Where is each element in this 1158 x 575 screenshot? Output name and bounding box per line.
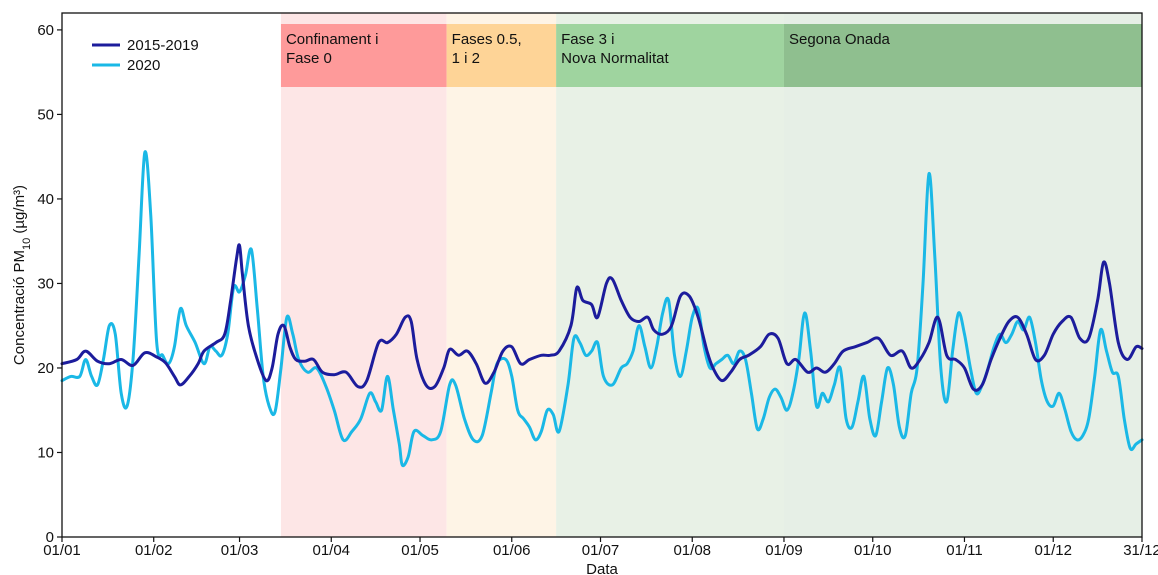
phase-band-2 (556, 24, 784, 87)
x-tick-label: 01/02 (135, 542, 173, 559)
phase-fill-1 (446, 13, 557, 537)
phase-fill-2 (556, 13, 784, 537)
x-axis-ticks: 01/01 01/02 01/03 01/04 01/05 01/06 01/07 01/08… (43, 537, 1158, 559)
phase-label-line: Fase 3 i (561, 31, 614, 48)
phase-label-line: Confinament i (286, 31, 379, 48)
x-tick-label: 01/12 (1034, 542, 1072, 559)
phase-band-0 (280, 24, 447, 87)
phase-label-line: Fase 0 (286, 50, 332, 67)
phase-background-fills (280, 13, 1142, 537)
phase-label-0: Confinament i Fase 0 (286, 31, 379, 67)
y-tick-label: 50 (37, 106, 54, 123)
legend-label-1: 2020 (127, 57, 160, 74)
series-line-0 (60, 243, 1144, 392)
legend-label-0: 2015-2019 (127, 37, 199, 54)
plot-border (61, 12, 1143, 538)
x-axis-title: Data (586, 561, 618, 575)
plot-frame (61, 12, 1143, 538)
phase-label-line: Fases 0.5, (452, 31, 522, 48)
phase-label-3: Segona Onada (789, 31, 891, 48)
x-tick-label: 01/08 (673, 542, 711, 559)
x-tick-label: 01/01 (43, 542, 81, 559)
series-line-1 (60, 150, 1144, 468)
phase-fill-0 (280, 13, 447, 537)
series-lines (60, 150, 1144, 468)
phase-band-1 (446, 24, 557, 87)
x-tick-label: 01/06 (493, 542, 531, 559)
phase-label-line: Segona Onada (789, 31, 891, 48)
y-tick-label: 40 (37, 191, 54, 208)
x-tick-label: 01/07 (582, 542, 620, 559)
y-axis-title-subscript: 10 (21, 238, 33, 250)
phase-band-3 (783, 24, 1142, 87)
x-tick-label: 01/10 (854, 542, 892, 559)
y-axis-ticks: 0 10 20 30 40 50 60 (37, 22, 62, 546)
phase-label-line: Nova Normalitat (561, 50, 669, 67)
y-axis-title: Concentració PM10 (µg/m³) (11, 185, 33, 365)
y-axis-title-main: Concentració PM (11, 250, 28, 365)
y-tick-label: 60 (37, 22, 54, 39)
y-axis-title-unit: (µg/m³) (11, 185, 28, 238)
x-tick-label: 01/03 (221, 542, 259, 559)
phase-header-bands: Confinament i Fase 0 Fases 0.5, 1 i 2 Fase 3… (280, 24, 1142, 87)
x-tick-label: 01/04 (312, 542, 350, 559)
phase-label-1: Fases 0.5, 1 i 2 (452, 31, 522, 67)
phase-label-line: 1 i 2 (452, 50, 480, 67)
phase-fill-3 (783, 13, 1142, 537)
x-tick-label: 01/05 (401, 542, 439, 559)
x-tick-label: 01/11 (946, 542, 982, 559)
y-tick-label: 30 (37, 275, 54, 292)
y-tick-label: 10 (37, 444, 54, 461)
phase-label-2: Fase 3 i Nova Normalitat (561, 31, 669, 67)
y-tick-label: 20 (37, 360, 54, 377)
y-tick-label: 0 (46, 529, 54, 546)
x-tick-label: 31/12 (1123, 542, 1158, 559)
legend: 2015-2019 2020 (92, 37, 199, 74)
x-tick-label: 01/09 (765, 542, 803, 559)
